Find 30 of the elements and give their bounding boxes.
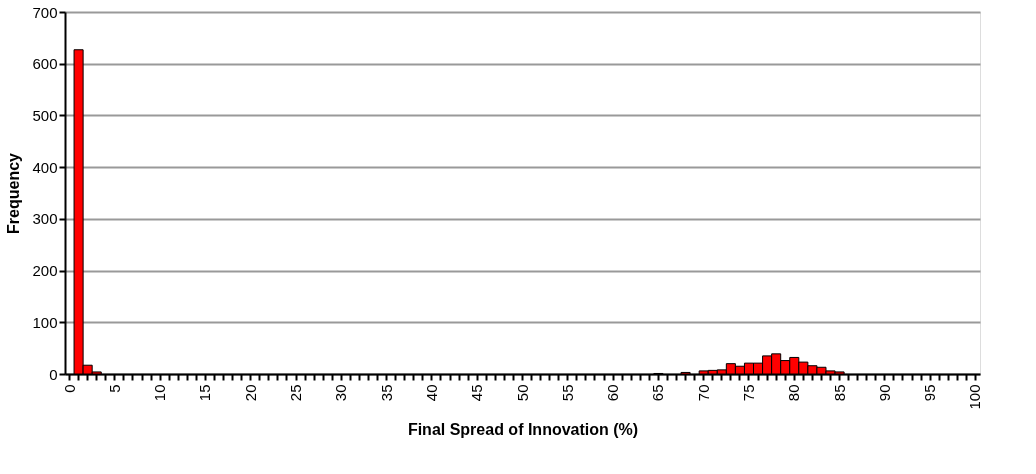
x-tick-label: 0: [60, 384, 78, 393]
y-tick-label: 300: [32, 210, 58, 228]
x-tick-label: 55: [558, 384, 576, 402]
y-tick-label: 200: [32, 262, 58, 280]
x-tick-label: 25: [287, 384, 305, 402]
y-tick-label: 500: [32, 106, 58, 124]
x-tick-label: 60: [604, 384, 622, 402]
y-tick-label: 600: [32, 55, 58, 73]
x-tick-label: 80: [785, 384, 803, 402]
x-tick-label: 5: [105, 384, 123, 393]
x-tick-label: 15: [196, 384, 214, 402]
x-axis-title: Final Spread of Innovation (%): [407, 420, 639, 438]
x-tick-label: 20: [241, 384, 259, 402]
x-tick-label: 50: [513, 384, 531, 402]
y-tick-label: 400: [32, 158, 58, 176]
x-tick-label: 40: [422, 384, 440, 402]
x-tick-label: 85: [830, 384, 848, 402]
x-tick-label: 65: [649, 384, 667, 402]
x-tick-label: 90: [875, 384, 893, 402]
x-tick-label: 100: [966, 384, 984, 410]
x-tick-label: 45: [468, 384, 486, 402]
x-tick-label: 10: [151, 384, 169, 402]
x-tick-label: 30: [332, 384, 350, 402]
x-tick-label: 75: [739, 384, 757, 402]
x-tick-label: 70: [694, 384, 712, 402]
x-tick-label: 35: [377, 384, 395, 402]
y-tick-label: 700: [32, 3, 58, 21]
x-tick-label: 95: [921, 384, 939, 402]
y-axis-title: Frequency: [5, 152, 23, 234]
y-tick-label: 100: [32, 313, 58, 331]
